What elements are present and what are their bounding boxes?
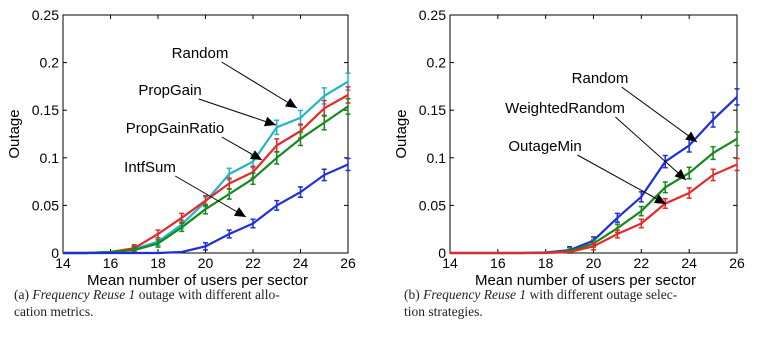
annotation-b-2: OutageMin — [508, 138, 581, 155]
caption-b-italic: Frequency Reuse 1 — [423, 287, 527, 302]
ytick-label-a-5: 0.25 — [32, 7, 59, 23]
ytick-label-a-3: 0.15 — [32, 102, 59, 118]
ytick-label-a-2: 0.1 — [40, 150, 60, 166]
ytick-label-b-1: 0.05 — [419, 197, 446, 213]
xtick-label-b-4: 22 — [634, 255, 650, 271]
caption-a-text: outage with different allo- — [135, 287, 280, 302]
xtick-label-a-5: 24 — [293, 255, 309, 271]
caption-b: (b) Frequency Reuse 1 with different out… — [404, 286, 774, 320]
xtick-label-b-0: 14 — [442, 255, 458, 271]
x-axis-label-a: Mean number of users per sector — [87, 272, 308, 289]
annotation-a-1: PropGain — [138, 82, 201, 99]
caption-a: (a) Frequency Reuse 1 outage with differ… — [14, 286, 384, 320]
series-line-b-random — [450, 96, 738, 255]
annotation-a-0: Random — [172, 45, 229, 62]
ytick-label-b-5: 0.25 — [419, 7, 446, 23]
series-line-a-random — [63, 80, 349, 255]
caption-b-line2: tion strategies. — [404, 304, 483, 319]
xtick-label-a-6: 26 — [340, 255, 356, 271]
xtick-label-a-1: 16 — [103, 255, 119, 271]
ytick-label-a-1: 0.05 — [32, 197, 59, 213]
axes-box-b — [449, 14, 738, 254]
annotation-a-3: IntfSum — [124, 159, 176, 176]
annotation-arrowhead-a-0 — [285, 98, 297, 108]
series-line-b-weightedrandom — [450, 137, 738, 255]
ytick-label-b-3: 0.15 — [419, 102, 446, 118]
annotation-arrowhead-b-0 — [685, 131, 697, 142]
annotation-b-1: WeightedRandom — [505, 100, 625, 117]
annotation-arrow-line-a-3 — [174, 175, 247, 218]
xtick-label-b-6: 26 — [729, 255, 745, 271]
annotation-arrowhead-a-2 — [249, 150, 262, 160]
caption-a-line2: cation metrics. — [14, 304, 94, 319]
plot-a: 0 0.05 0.1 0.15 0.2 0.25 14 16 18 20 22 24 26 Mean nu… — [6, 7, 356, 289]
xtick-label-b-5: 24 — [681, 255, 697, 271]
ytick-label-a-0: 0 — [51, 245, 59, 261]
xtick-label-a-2: 18 — [150, 255, 166, 271]
xtick-label-b-1: 16 — [490, 255, 506, 271]
annotation-arrow-line-b-2 — [577, 154, 667, 205]
annotation-a-2: PropGainRatio — [126, 120, 224, 137]
annotation-arrow-line-b-0 — [621, 86, 698, 143]
ytick-label-b-0: 0 — [438, 245, 446, 261]
annotation-b-0: Random — [572, 70, 629, 87]
annotation-arrowhead-b-1 — [674, 168, 686, 180]
ytick-label-b-4: 0.2 — [427, 55, 447, 71]
xtick-label-b-2: 18 — [538, 255, 554, 271]
x-axis-label-b: Mean number of users per sector — [475, 272, 696, 289]
annotation-arrowhead-a-3 — [233, 207, 246, 217]
series-line-a-propgain — [63, 94, 349, 255]
annotation-arrow-line-b-1 — [615, 116, 687, 181]
y-axis-label-a: Outage — [6, 109, 23, 158]
annotation-arrowhead-a-1 — [263, 116, 276, 127]
ytick-label-a-4: 0.2 — [40, 55, 60, 71]
ytick-label-b-2: 0.1 — [427, 150, 447, 166]
y-axis-label-b: Outage — [393, 109, 410, 158]
annotation-arrow-line-a-0 — [221, 61, 298, 109]
caption-a-label: (a) — [14, 287, 29, 302]
xtick-label-b-3: 20 — [586, 255, 602, 271]
annotation-arrowhead-b-2 — [653, 194, 666, 204]
caption-b-text: with different outage selec- — [526, 287, 678, 302]
caption-a-italic: Frequency Reuse 1 — [32, 287, 136, 302]
xtick-label-a-4: 22 — [245, 255, 261, 271]
xtick-label-a-0: 14 — [55, 255, 71, 271]
caption-b-label: (b) — [404, 287, 420, 302]
plot-b: 0 0.05 0.1 0.15 0.2 0.25 14 16 18 20 22 24 26 Mean nu… — [393, 7, 745, 289]
annotation-arrow-line-a-1 — [198, 98, 277, 126]
xtick-label-a-3: 20 — [198, 255, 214, 271]
